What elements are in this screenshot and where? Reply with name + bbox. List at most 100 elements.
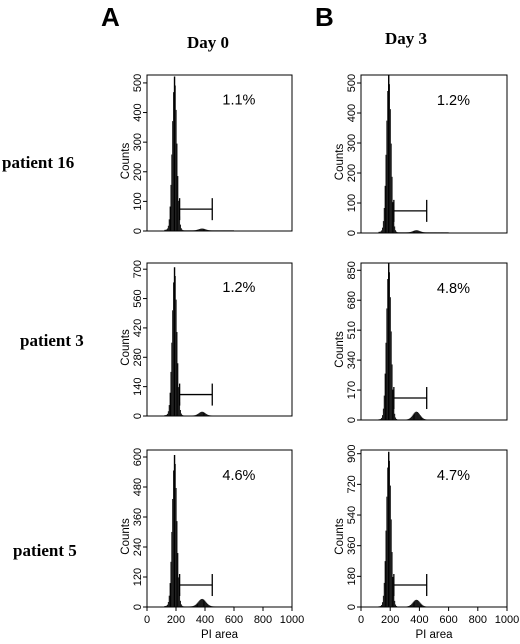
- histogram-bar: [418, 601, 420, 607]
- y-axis-title: Counts: [334, 144, 346, 181]
- histogram-bar: [422, 605, 424, 607]
- histogram-bar: [382, 221, 384, 233]
- histogram-bar: [202, 411, 204, 416]
- histogram-bar: [171, 342, 173, 416]
- histogram-bar: [203, 412, 205, 416]
- histogram-bar: [181, 229, 183, 231]
- histogram-bar: [205, 229, 207, 231]
- column-title-day-0: Day 0: [187, 33, 229, 52]
- histogram-bar: [420, 416, 422, 420]
- y-tick-label: 560: [132, 289, 144, 307]
- histogram-bar: [166, 229, 168, 231]
- histogram-bar: [386, 496, 388, 607]
- histogram-bar: [172, 310, 174, 416]
- x-tick-label: 400: [410, 614, 428, 626]
- histogram-bar: [390, 519, 392, 607]
- y-tick-label: 170: [346, 381, 358, 399]
- histogram-bar: [417, 230, 419, 233]
- y-tick-label: 720: [346, 475, 358, 493]
- gate-marker: [178, 383, 213, 406]
- histogram-bar: [167, 413, 168, 416]
- histogram-bar: [169, 392, 171, 416]
- y-tick-label: 360: [346, 537, 358, 555]
- y-tick-label: 900: [346, 445, 358, 463]
- histogram-bar: [413, 601, 415, 607]
- y-tick-label: 700: [132, 260, 144, 278]
- histogram-bar: [179, 216, 181, 231]
- histogram-bar: [420, 603, 422, 607]
- histogram-bar: [167, 228, 168, 231]
- histogram-bar: [389, 460, 390, 607]
- histogram-bar: [204, 229, 206, 231]
- histogram-bar: [422, 418, 424, 420]
- histogram-bar: [391, 176, 393, 233]
- histogram-bar: [390, 331, 392, 420]
- histogram-bar: [391, 552, 393, 607]
- histogram-bar: [209, 605, 211, 607]
- histogram-bar: [416, 230, 418, 233]
- histogram-bar: [389, 297, 391, 420]
- histogram-bar: [195, 604, 197, 607]
- histogram-grid: 0 100 200 300 400 500 Counts 1.1% 0 100 200 300 400 5…: [120, 74, 519, 641]
- y-tick-label: 480: [132, 478, 144, 496]
- histogram-bar: [411, 415, 413, 420]
- histogram-bar: [195, 414, 197, 416]
- histogram-bar: [205, 601, 207, 607]
- y-tick-label: 300: [346, 134, 358, 152]
- histogram-bar: [198, 601, 200, 607]
- x-tick-label: 400: [196, 614, 214, 626]
- histogram-bar: [415, 230, 417, 233]
- histogram-bar: [380, 605, 382, 607]
- histogram-bar: [206, 229, 208, 231]
- histogram-bar: [415, 599, 417, 607]
- histogram-bar: [394, 226, 396, 233]
- histogram-bar: [418, 413, 420, 420]
- histogram-bar: [421, 231, 423, 233]
- histogram-bar: [411, 603, 413, 607]
- gate-marker: [393, 574, 428, 597]
- histogram-bar: [207, 229, 208, 231]
- histogram-panel: 0 140 280 420 560 700 Counts 1.2%: [120, 260, 293, 419]
- histogram-bar: [174, 276, 176, 416]
- histogram-bar: [175, 299, 177, 416]
- y-tick-label: 100: [132, 192, 144, 210]
- plot-frame: [146, 74, 293, 232]
- gate-marker: [393, 387, 428, 410]
- y-tick-label: 400: [346, 104, 358, 122]
- histogram-bar: [378, 231, 380, 233]
- x-tick-label: 800: [254, 614, 272, 626]
- histogram-bar: [410, 231, 412, 233]
- histogram-bar: [389, 109, 391, 233]
- histogram-bar: [169, 206, 171, 231]
- histogram-bar: [393, 218, 395, 233]
- x-tick-label: 0: [144, 614, 150, 626]
- y-tick-label: 500: [132, 74, 144, 92]
- gate-marker: [393, 199, 428, 222]
- histogram-bar: [178, 387, 180, 416]
- x-axis-title: PI area: [415, 629, 453, 641]
- histogram-bar: [180, 604, 182, 607]
- histogram-bar: [168, 219, 170, 231]
- histogram-bar: [396, 231, 397, 233]
- x-tick-label: 1000: [280, 614, 304, 626]
- x-axis-title: PI area: [201, 629, 239, 641]
- histogram-bar: [207, 603, 208, 607]
- histogram-bar: [382, 227, 383, 233]
- histogram-bar: [389, 485, 391, 607]
- histogram-bar: [395, 604, 397, 607]
- histogram-bar: [416, 599, 418, 607]
- x-tick-label: 200: [381, 614, 399, 626]
- histogram-bar: [180, 410, 181, 416]
- histogram-bar: [199, 600, 201, 607]
- histogram-bar: [200, 412, 201, 416]
- histogram-bar: [415, 411, 417, 420]
- histogram-bar: [180, 600, 181, 607]
- histogram-bar: [394, 413, 396, 420]
- histogram-bar: [421, 417, 423, 420]
- histogram-bar: [203, 228, 205, 231]
- histogram-bar: [386, 120, 388, 233]
- histogram-bar: [422, 231, 424, 233]
- histogram-bar: [410, 604, 412, 607]
- percentage-label: 4.6%: [222, 468, 255, 484]
- histogram-bar: [175, 487, 177, 607]
